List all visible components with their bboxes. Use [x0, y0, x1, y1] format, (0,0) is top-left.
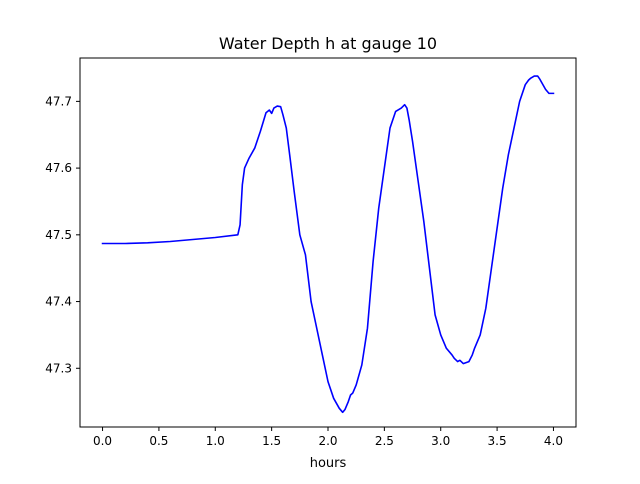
x-tick-label: 2.5 — [375, 434, 394, 448]
y-tick-label: 47.5 — [45, 228, 72, 242]
x-tick-label: 0.5 — [149, 434, 168, 448]
y-tick-label: 47.6 — [45, 161, 72, 175]
x-tick-label: 4.0 — [544, 434, 563, 448]
x-tick-label: 1.0 — [206, 434, 225, 448]
x-tick-label: 2.0 — [318, 434, 337, 448]
axes-layer: 0.0 0.5 1.0 1.5 2.0 2.5 3.0 3.5 4.0 47.3 47.4 47.5 4… — [45, 57, 577, 448]
y-tick-label: 47.7 — [45, 94, 72, 108]
chart-title: Water Depth h at gauge 10 — [219, 34, 437, 53]
x-tick-label: 3.0 — [431, 434, 450, 448]
y-tick-label: 47.3 — [45, 361, 72, 375]
x-tick-label: 0.0 — [93, 434, 112, 448]
series-line-0 — [101, 75, 555, 414]
plot-layer — [101, 75, 555, 414]
x-tick-label: 3.5 — [488, 434, 507, 448]
x-axis-label: hours — [310, 456, 347, 471]
x-tick-label: 1.5 — [262, 434, 281, 448]
y-tick-label: 47.4 — [45, 295, 72, 309]
